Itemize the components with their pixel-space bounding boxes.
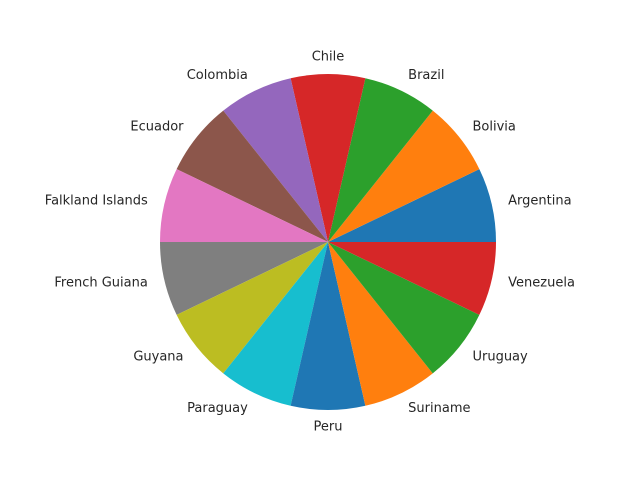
pie-label-suriname: Suriname (408, 401, 470, 416)
pie-slice-paraguay (223, 242, 328, 406)
pie-slice-brazil (328, 78, 433, 242)
pie-slices (160, 74, 496, 410)
pie-slice-uruguay (328, 242, 480, 374)
pie-slice-chile (290, 74, 366, 243)
pie-slice-falkland-islands (160, 169, 328, 242)
pie-label-colombia: Colombia (187, 68, 248, 83)
pie-label-chile: Chile (312, 50, 345, 65)
pie-label-brazil: Brazil (408, 68, 444, 83)
pie-labels: Argentina Bolivia Brazil Chile Colombia Ecuad… (45, 50, 575, 435)
pie-label-guyana: Guyana (133, 350, 183, 365)
pie-label-french-guiana: French Guiana (54, 276, 147, 291)
pie-slice-venezuela (328, 242, 496, 315)
pie-slice-suriname (328, 242, 433, 406)
pie-slice-guyana (176, 242, 328, 374)
pie-slice-french-guiana (160, 242, 328, 315)
pie-label-paraguay: Paraguay (187, 401, 248, 416)
pie-slice-peru (290, 242, 366, 410)
pie-label-uruguay: Uruguay (472, 350, 528, 365)
pie-slice-colombia (223, 78, 328, 242)
pie-label-argentina: Argentina (508, 193, 571, 208)
pie-label-falkland-islands: Falkland Islands (45, 193, 148, 208)
pie-label-peru: Peru (314, 419, 343, 434)
pie-slice-ecuador (176, 110, 328, 242)
pie-slice-argentina (328, 169, 496, 242)
pie-slice-bolivia (328, 110, 480, 242)
pie-label-ecuador: Ecuador (130, 119, 184, 134)
pie-label-bolivia: Bolivia (472, 119, 515, 134)
pie-label-venezuela: Venezuela (508, 276, 575, 291)
